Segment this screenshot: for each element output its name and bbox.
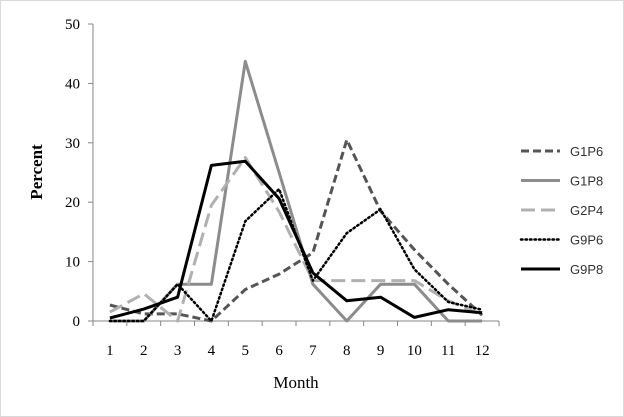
series-line-g2p4 xyxy=(109,156,483,323)
x-tick-label: 7 xyxy=(309,343,317,359)
x-tick-label: 6 xyxy=(275,343,283,359)
series-line-g1p6 xyxy=(109,138,484,323)
y-tick-label: 20 xyxy=(65,195,80,211)
y-axis-title: Percent xyxy=(27,144,46,200)
legend-label-g1p8: G1P8 xyxy=(570,174,603,189)
series-line-g9p8 xyxy=(109,159,483,320)
x-tick-label: 12 xyxy=(475,343,490,359)
y-tick-label: 0 xyxy=(73,314,81,330)
x-tick-label: 1 xyxy=(106,343,114,359)
x-tick-label: 4 xyxy=(208,343,216,359)
y-tick-label: 10 xyxy=(65,255,80,271)
y-tick-label: 30 xyxy=(65,136,80,152)
y-tick-label: 50 xyxy=(65,17,80,33)
x-tick-label: 5 xyxy=(242,343,250,359)
x-axis-title: Month xyxy=(273,373,319,392)
x-tick-label: 9 xyxy=(377,343,385,359)
x-tick-label: 2 xyxy=(140,343,148,359)
x-tick-label: 3 xyxy=(174,343,182,359)
x-tick-label: 11 xyxy=(441,343,455,359)
legend-label-g9p8: G9P8 xyxy=(570,262,603,277)
series-lines xyxy=(108,59,484,323)
legend-label-g1p6: G1P6 xyxy=(570,144,603,159)
series-line-g1p8 xyxy=(109,59,483,323)
x-tick-label: 8 xyxy=(343,343,351,359)
y-tick-label: 40 xyxy=(65,76,80,92)
legend-label-g9p6: G9P6 xyxy=(570,233,603,248)
legend: G1P6 G1P8 G2P4 G9P6 G9P8 xyxy=(519,144,603,277)
legend-label-g2p4: G2P4 xyxy=(570,203,603,218)
x-tick-label: 10 xyxy=(407,343,422,359)
